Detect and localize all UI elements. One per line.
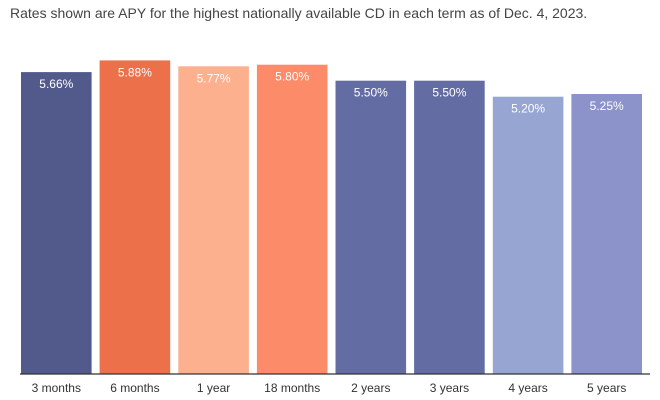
bar-3-months xyxy=(21,72,92,374)
bar-4-years xyxy=(492,96,564,374)
chart-subtitle: Rates shown are APY for the highest nati… xyxy=(10,5,588,21)
x-tick-label: 3 years xyxy=(430,381,469,395)
bar-3-years xyxy=(414,80,485,374)
bar-1-year xyxy=(178,66,249,375)
bar-value-label: 5.77% xyxy=(197,71,231,85)
bar-value-label: 5.80% xyxy=(275,70,309,84)
bar-value-label: 5.20% xyxy=(511,102,545,116)
bar-18-months xyxy=(256,64,328,374)
x-tick-label: 6 months xyxy=(110,381,159,395)
x-tick-labels: 3 months 6 months 1 year 18 months 2 years 3 … xyxy=(32,381,627,395)
bar-2-years xyxy=(335,80,407,374)
bar-value-label: 5.25% xyxy=(590,99,624,113)
bars-group: 5.66% 5.88% 5.77% 5.80% 5.50% 5.50% 5.20% 5.25% xyxy=(21,60,642,375)
x-tick-label: 1 year xyxy=(197,381,230,395)
x-tick-label: 18 months xyxy=(264,381,320,395)
bar-value-label: 5.50% xyxy=(432,86,466,100)
x-tick-label: 3 months xyxy=(32,381,81,395)
bar-value-label: 5.50% xyxy=(354,86,388,100)
x-tick-label: 5 years xyxy=(587,381,626,395)
bar-value-label: 5.88% xyxy=(118,65,152,79)
bar-5-years xyxy=(571,94,642,374)
bar-6-months xyxy=(99,60,171,375)
x-tick-label: 2 years xyxy=(351,381,390,395)
x-tick-label: 4 years xyxy=(508,381,547,395)
bar-value-label: 5.66% xyxy=(39,77,73,91)
